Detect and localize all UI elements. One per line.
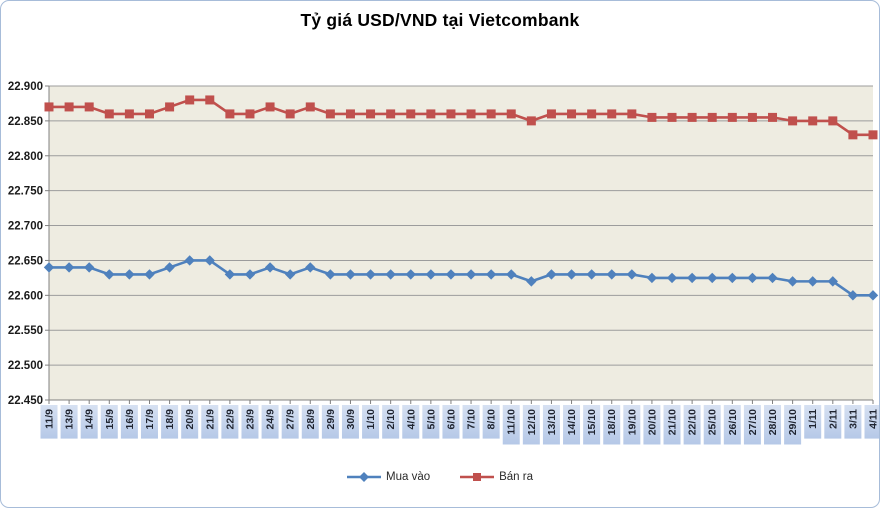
svg-text:22.900: 22.900 [8,81,43,93]
svg-text:22.700: 22.700 [8,221,43,233]
svg-text:17/9: 17/9 [144,409,156,430]
svg-text:14/10: 14/10 [566,409,578,435]
svg-text:2/10: 2/10 [385,409,397,430]
legend-label-mua-vao: Mua vào [386,471,431,483]
svg-text:1/11: 1/11 [807,409,819,429]
sell-series-marker-icon [460,473,495,481]
svg-text:28/9: 28/9 [305,409,317,430]
svg-text:2/11: 2/11 [827,409,839,429]
svg-text:22/10: 22/10 [687,409,699,435]
svg-text:22.450: 22.450 [8,395,43,407]
svg-text:24/9: 24/9 [265,409,277,430]
svg-text:12/10: 12/10 [526,409,538,435]
svg-text:20/10: 20/10 [646,409,658,435]
svg-text:18/10: 18/10 [606,409,618,435]
svg-text:22.550: 22.550 [8,325,43,337]
legend-item-mua-vao: Mua vào [347,471,430,483]
svg-text:11/9: 11/9 [44,409,56,429]
svg-text:22/9: 22/9 [224,409,236,430]
svg-text:3/11: 3/11 [847,409,859,429]
svg-text:4/11: 4/11 [868,409,880,429]
svg-text:8/10: 8/10 [486,409,498,430]
chart-title: Tỷ giá USD/VND tại Vietcombank [300,10,580,30]
buy-series-marker-icon [347,472,381,482]
svg-text:27/9: 27/9 [285,409,297,430]
svg-text:22.850: 22.850 [8,116,43,128]
svg-text:27/10: 27/10 [747,409,759,435]
svg-text:11/10: 11/10 [506,409,518,435]
svg-text:22.500: 22.500 [8,360,43,372]
svg-text:22.750: 22.750 [8,186,43,198]
svg-text:1/10: 1/10 [365,409,377,430]
svg-text:22.800: 22.800 [8,151,43,163]
svg-text:13/10: 13/10 [546,409,558,435]
svg-text:15/9: 15/9 [104,409,116,430]
svg-text:29/9: 29/9 [325,409,337,430]
svg-text:20/9: 20/9 [184,409,196,430]
svg-text:23/9: 23/9 [244,409,256,430]
svg-text:30/9: 30/9 [345,409,357,430]
svg-text:21/10: 21/10 [667,409,679,435]
svg-text:16/9: 16/9 [124,409,136,430]
legend-label-ban-ra: Bán ra [499,471,533,483]
svg-text:18/9: 18/9 [164,409,176,430]
legend: Mua vào Bán ra [1,471,879,483]
svg-text:7/10: 7/10 [466,409,478,430]
svg-text:22.600: 22.600 [8,290,43,302]
svg-text:26/10: 26/10 [727,409,739,435]
svg-text:15/10: 15/10 [586,409,598,435]
svg-text:19/10: 19/10 [626,409,638,435]
svg-text:28/10: 28/10 [767,409,779,435]
svg-text:13/9: 13/9 [64,409,76,430]
svg-text:21/9: 21/9 [204,409,216,430]
svg-text:25/10: 25/10 [707,409,719,435]
svg-text:4/10: 4/10 [405,409,417,430]
svg-text:6/10: 6/10 [445,409,457,430]
svg-text:29/10: 29/10 [787,409,799,435]
svg-text:5/10: 5/10 [425,409,437,430]
svg-text:14/9: 14/9 [84,409,96,430]
svg-text:22.650: 22.650 [8,255,43,267]
legend-item-ban-ra: Bán ra [460,471,533,483]
